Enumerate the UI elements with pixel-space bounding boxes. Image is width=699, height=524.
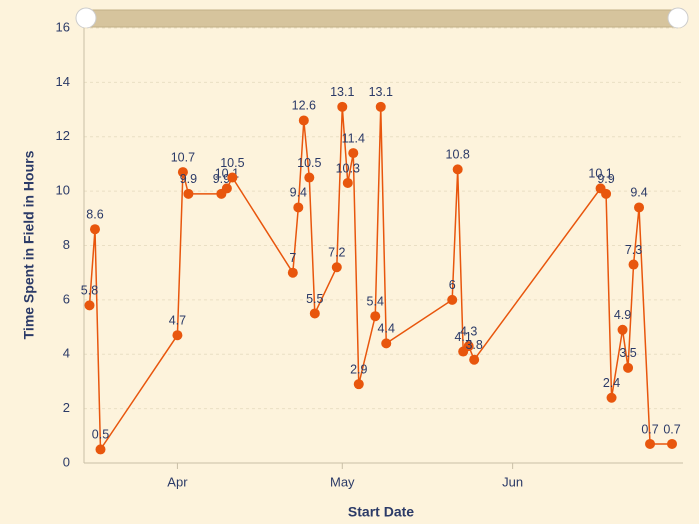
point <box>287 267 298 278</box>
point <box>463 341 474 352</box>
x-axis-title: Start Date <box>348 504 414 520</box>
value-label: 9.9 <box>180 172 197 186</box>
point <box>331 262 342 273</box>
point <box>447 294 458 305</box>
point <box>623 362 634 373</box>
value-label: 4.7 <box>169 314 186 328</box>
value-label: 9.9 <box>597 172 614 186</box>
point <box>342 177 353 188</box>
x-tick-label: May <box>330 474 355 489</box>
point <box>304 172 315 183</box>
value-label: 9.4 <box>630 186 647 200</box>
line <box>88 106 673 452</box>
y-tick-label: 16 <box>56 19 70 34</box>
value-label: 10.1 <box>588 167 612 181</box>
value-label: 7.3 <box>625 243 642 257</box>
value-label: 3.8 <box>465 338 482 352</box>
point <box>348 148 359 159</box>
value-label: 8.6 <box>86 207 103 221</box>
value-label: 12.6 <box>292 99 316 113</box>
value-label: 10.5 <box>297 156 321 170</box>
point <box>667 438 678 449</box>
y-tick-label: 8 <box>63 237 70 252</box>
y-tick-label: 14 <box>56 74 70 89</box>
value-label: 9.4 <box>290 186 307 200</box>
point <box>89 224 100 235</box>
point <box>634 202 645 213</box>
value-label: 10.8 <box>446 148 470 162</box>
x-tick-label: Jun <box>502 474 523 489</box>
value-label: 4.1 <box>454 330 471 344</box>
point <box>177 167 188 178</box>
value-label: 5.5 <box>306 292 323 306</box>
value-label: 10.3 <box>336 161 360 175</box>
y-tick-label: 10 <box>56 183 70 198</box>
value-label: 0.5 <box>92 428 109 442</box>
y-axis-title: Time Spent in Field in Hours <box>21 150 37 339</box>
point <box>309 308 320 319</box>
value-label: 5.8 <box>81 284 98 298</box>
y-tick-label: 6 <box>63 291 70 306</box>
value-label: 0.7 <box>641 422 658 436</box>
y-tick-label: 0 <box>63 454 70 469</box>
point <box>95 444 106 455</box>
y-tick-label: 4 <box>63 346 70 361</box>
point <box>298 115 309 126</box>
point <box>452 164 463 175</box>
value-label: 0.7 <box>663 422 680 436</box>
point <box>183 188 194 199</box>
point <box>227 172 238 183</box>
point <box>617 324 628 335</box>
value-label: 3.5 <box>619 346 636 360</box>
point <box>381 338 392 349</box>
value-label: 11.4 <box>342 131 365 145</box>
point <box>601 188 612 199</box>
y-tick-label: 12 <box>56 128 70 143</box>
slider-handle-left[interactable] <box>75 7 97 29</box>
value-label: 13.1 <box>369 85 393 99</box>
value-label: 4.3 <box>460 324 477 338</box>
value-label: 10.5 <box>220 156 244 170</box>
value-label: 2.9 <box>350 362 367 376</box>
point <box>469 354 480 365</box>
value-label: 6 <box>449 278 456 292</box>
slider-handle-right[interactable] <box>667 7 689 29</box>
point <box>337 101 348 112</box>
point <box>375 101 386 112</box>
x-tick-label: Apr <box>167 474 188 489</box>
point <box>84 300 95 311</box>
point <box>370 311 381 322</box>
point <box>645 438 656 449</box>
point <box>293 202 304 213</box>
point <box>353 379 364 390</box>
value-label: 4.9 <box>614 308 631 322</box>
value-label: 5.4 <box>367 294 384 308</box>
value-label: 4.4 <box>378 322 395 336</box>
value-label: 7.2 <box>328 246 345 260</box>
value-label: 13.1 <box>330 85 354 99</box>
value-label: 10.7 <box>171 150 195 164</box>
value-label: 7 <box>289 251 296 265</box>
value-label: 9.9 <box>213 172 230 186</box>
point <box>221 183 232 194</box>
value-label: 2.4 <box>603 376 620 390</box>
range-slider[interactable] <box>85 9 679 28</box>
point <box>628 259 639 270</box>
y-tick-label: 2 <box>63 400 70 415</box>
point <box>606 392 617 403</box>
point <box>172 330 183 341</box>
